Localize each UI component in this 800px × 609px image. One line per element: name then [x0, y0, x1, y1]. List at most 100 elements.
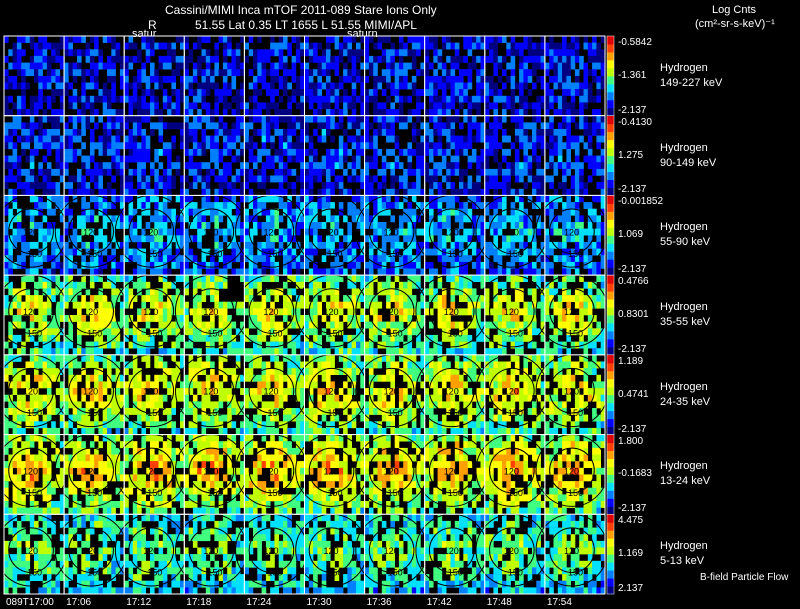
heatmap-cell: [596, 95, 601, 103]
contour-label: 120: [384, 307, 399, 317]
heatmap-cell: [536, 135, 541, 143]
heatmap-cell: [433, 55, 438, 63]
heatmap-cell: [493, 175, 498, 183]
heatmap-cell: [386, 228, 391, 236]
heatmap-cell: [16, 42, 22, 50]
heatmap-cell: [502, 315, 507, 322]
heatmap-cell: [180, 215, 185, 223]
heatmap-cell: [16, 62, 22, 70]
heatmap-cell: [188, 148, 194, 156]
heatmap-cell: [368, 195, 374, 203]
heatmap-cell: [124, 135, 129, 143]
heatmap-cell: [583, 188, 589, 196]
heatmap-cell: [102, 235, 108, 243]
heatmap-cell: [549, 55, 554, 63]
heatmap-cell: [201, 75, 207, 83]
heatmap-cell: [145, 148, 151, 156]
heatmap-cell: [514, 195, 520, 203]
heatmap-cell: [188, 328, 194, 336]
heatmap-cell: [338, 135, 344, 143]
heatmap-cell: [257, 202, 262, 209]
heatmap-cell: [25, 155, 31, 163]
heatmap-cell: [373, 241, 378, 249]
heatmap-cell: [192, 235, 198, 243]
heatmap-cell: [523, 268, 528, 276]
heatmap-cell: [549, 115, 554, 123]
heatmap-cell: [257, 148, 262, 156]
heatmap-cell: [25, 421, 31, 429]
heatmap-cell: [42, 202, 48, 209]
heatmap-cell: [34, 341, 39, 349]
heatmap-cell: [265, 109, 271, 116]
heatmap-cell: [600, 301, 606, 309]
contour-label: 120: [83, 227, 98, 237]
heatmap-cell: [433, 115, 438, 123]
heatmap-cell: [459, 188, 464, 196]
heatmap-cell: [46, 255, 52, 263]
heatmap-cell: [424, 175, 430, 183]
heatmap-cell: [222, 129, 228, 136]
heatmap-cell: [587, 288, 593, 296]
heatmap-cell: [502, 188, 507, 196]
heatmap-cell: [467, 334, 473, 342]
heatmap-cell: [248, 348, 254, 356]
heatmap-cell: [287, 49, 292, 57]
heatmap-cell: [154, 288, 159, 296]
heatmap-cell: [403, 62, 408, 70]
heatmap-cell: [132, 281, 138, 289]
heatmap-cell: [502, 215, 507, 223]
heatmap-cell: [510, 89, 516, 96]
heatmap-cell: [566, 202, 571, 209]
heatmap-cell: [59, 162, 65, 170]
heatmap-cell: [184, 241, 189, 249]
heatmap-cell: [510, 95, 516, 103]
heatmap-cell: [454, 95, 460, 103]
heatmap-cell: [46, 175, 52, 183]
heatmap-cell: [16, 82, 22, 90]
heatmap-cell: [300, 162, 305, 170]
heatmap-cell: [68, 129, 73, 136]
heatmap-cell: [158, 228, 164, 236]
heatmap-cell: [68, 148, 73, 156]
heatmap-cell: [12, 122, 18, 130]
heatmap-cell: [330, 222, 335, 229]
heatmap-cell: [463, 255, 468, 263]
heatmap-cell: [429, 168, 434, 176]
heatmap-cell: [154, 248, 159, 256]
heatmap-cell: [222, 235, 228, 243]
heatmap-cell: [222, 55, 228, 63]
heatmap-cell: [253, 255, 258, 263]
heatmap-cell: [192, 122, 198, 130]
heatmap-cell: [583, 95, 589, 103]
heatmap-cell: [304, 62, 310, 70]
heatmap-cell: [171, 321, 176, 329]
heatmap-cell: [29, 315, 35, 322]
heatmap-cell: [42, 175, 48, 183]
heatmap-cell: [433, 348, 438, 356]
heatmap-cell: [227, 168, 232, 176]
heatmap-cell: [347, 348, 352, 356]
heatmap-cell: [85, 115, 91, 123]
heatmap-cell: [321, 69, 327, 77]
heatmap-cell: [197, 315, 202, 322]
heatmap-cell: [21, 308, 26, 316]
heatmap-cell: [89, 69, 95, 77]
heatmap-cell: [25, 308, 31, 316]
heatmap-cell: [592, 75, 597, 83]
heatmap-cell: [150, 49, 155, 57]
heatmap-cell: [592, 95, 597, 103]
heatmap-cell: [8, 155, 13, 163]
heatmap-cell: [562, 315, 567, 322]
heatmap-cell: [145, 75, 151, 83]
heatmap-cell: [300, 175, 305, 183]
heatmap-cell: [600, 49, 606, 57]
heatmap-cell: [300, 155, 305, 163]
heatmap-cell: [34, 295, 39, 302]
heatmap-cell: [188, 89, 194, 96]
heatmap-cell: [579, 109, 584, 116]
heatmap-cell: [274, 49, 279, 57]
heatmap-cell: [158, 42, 164, 50]
heatmap-cell: [480, 42, 486, 50]
heatmap-cell: [549, 268, 554, 276]
heatmap-cell: [570, 341, 576, 349]
